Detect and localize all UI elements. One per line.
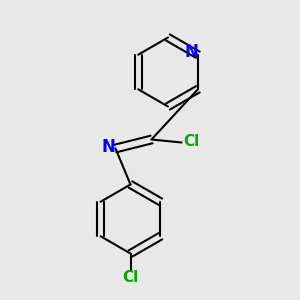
Text: Cl: Cl bbox=[183, 134, 199, 149]
Text: N: N bbox=[101, 138, 115, 156]
Text: N: N bbox=[185, 44, 199, 61]
Text: Cl: Cl bbox=[122, 270, 139, 285]
